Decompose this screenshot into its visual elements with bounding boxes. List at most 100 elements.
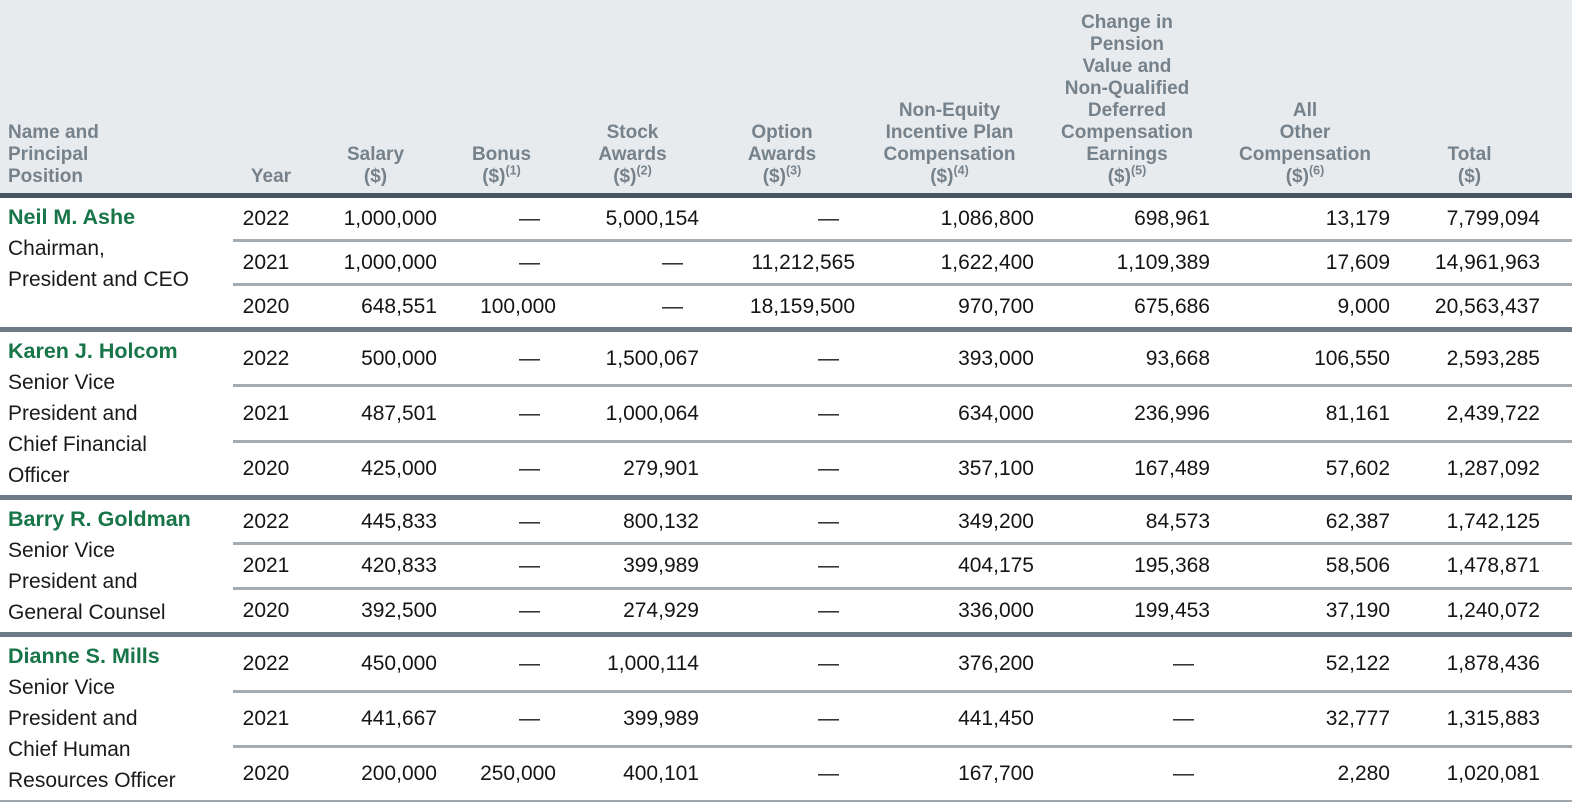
table-row: 2020 425,000—279,901—357,100 167,489 57,602… <box>0 439 1572 498</box>
value-cell: — <box>818 207 839 230</box>
column-header-label: Bonus <box>471 144 532 165</box>
table-row: Karen J. Holcom Senior Vice President and… <box>0 326 1572 498</box>
value-cell: 675,686 <box>1039 283 1215 330</box>
table-row: 2020 648,551 100,000—18,159,500 970,700 675,… <box>0 283 1572 330</box>
value-cell: 5,000,154 <box>605 207 699 230</box>
year-cell: 2022 <box>233 632 309 692</box>
executive-title: Chairman, President and CEO <box>8 237 189 291</box>
value-cell: 441,450 <box>860 689 1039 747</box>
table-row: 2020 200,000 250,000 400,101—167,700—2,280 1… <box>0 744 1572 801</box>
executive-title: Senior Vice President and Chief Financia… <box>8 371 147 487</box>
value-cell: 13,179 <box>1325 207 1390 230</box>
year-cell: 2021 <box>233 689 309 747</box>
value-cell: 11,212,565 <box>704 239 860 285</box>
column-header-label: Name and Principal Position <box>8 122 99 187</box>
value-cell: 450,000 <box>309 632 442 692</box>
column-header-unit: ($)(5) <box>1107 163 1147 187</box>
column-header-label: Non-Equity Incentive Plan Compensation <box>883 100 1016 165</box>
value-cell: 1,000,000 <box>309 239 442 285</box>
value-cell: 1,742,125 <box>1395 495 1572 544</box>
value-cell: 1,000,064 <box>561 384 704 442</box>
value-cell: 1,086,800 <box>940 207 1034 230</box>
value-cell: 250,000 <box>442 744 561 801</box>
column-header-label: Salary <box>346 144 405 165</box>
value-cell: 698,961 <box>1134 207 1210 230</box>
executive-name-cell: Karen J. Holcom Senior Vice President and… <box>0 327 233 498</box>
value-cell: 17,609 <box>1215 239 1395 285</box>
footnote-marker: (5) <box>1130 163 1147 178</box>
column-header-unit: ($)(2) <box>613 163 652 187</box>
column-header-unit: ($)(3) <box>762 163 802 187</box>
value-cell: 195,368 <box>1039 542 1215 589</box>
executive-name-cell: Neil M. Ashe Chairman, President and CEO <box>0 196 233 330</box>
value-cell: 58,506 <box>1215 542 1395 589</box>
value-cell: 7,799,094 <box>1446 207 1540 230</box>
value-cell: 167,489 <box>1039 439 1215 498</box>
value-cell: 648,551 <box>309 283 442 330</box>
value-cell: 336,000 <box>860 586 1039 635</box>
value-cell: — <box>561 283 704 330</box>
value-cell: — <box>442 239 561 285</box>
year-cell: 2022 <box>242 207 290 230</box>
value-cell: 52,122 <box>1215 632 1395 692</box>
executive-name-cell: Barry R. Goldman Senior Vice President an… <box>0 495 233 635</box>
value-cell: 199,453 <box>1039 586 1215 635</box>
value-cell: 393,000 <box>860 326 1039 386</box>
value-cell: — <box>704 632 860 692</box>
value-cell: 634,000 <box>860 384 1039 442</box>
value-cell: 487,501 <box>309 384 442 442</box>
footnote-marker: (3) <box>785 163 802 178</box>
value-cell: — <box>1039 689 1215 747</box>
value-cell: — <box>442 542 561 589</box>
value-cell: 32,777 <box>1215 689 1395 747</box>
value-cell: 279,901 <box>561 439 704 498</box>
value-cell: 236,996 <box>1039 384 1215 442</box>
column-header-label: Option Awards <box>747 122 817 165</box>
value-cell: 1,109,389 <box>1039 239 1215 285</box>
table-row: 2021 1,000,000— —11,212,565 1,622,400 1,109,… <box>0 239 1572 285</box>
value-cell: — <box>442 689 561 747</box>
value-cell: 57,602 <box>1215 439 1395 498</box>
value-cell: 167,700 <box>860 744 1039 801</box>
value-cell: 441,667 <box>309 689 442 747</box>
footnote-marker: (2) <box>636 163 652 178</box>
value-cell: 18,159,500 <box>704 283 860 330</box>
value-cell: 357,100 <box>860 439 1039 498</box>
value-cell: 2,439,722 <box>1395 384 1572 442</box>
value-cell: 100,000 <box>442 283 561 330</box>
value-cell: — <box>442 384 561 442</box>
value-cell: — <box>704 542 860 589</box>
executive-name: Dianne S. Mills <box>8 644 160 668</box>
column-header-unit: ($)(4) <box>930 163 969 187</box>
table-row: 2021 420,833—399,989—404,175 195,368 58,506… <box>0 542 1572 589</box>
year-cell: 2020 <box>233 439 309 498</box>
value-cell: — <box>442 632 561 692</box>
value-cell: 349,200 <box>860 495 1039 544</box>
footnote-marker: (6) <box>1308 163 1325 178</box>
column-header-pension-deferred-comp: Change in Pension Value and Non-Qualifie… <box>1039 0 1215 198</box>
value-cell: 800,132 <box>561 495 704 544</box>
value-cell: — <box>442 326 561 386</box>
year-cell: 2022 <box>233 326 309 386</box>
value-cell: 399,989 <box>561 689 704 747</box>
value-cell: 274,929 <box>561 586 704 635</box>
value-cell: 425,000 <box>309 439 442 498</box>
table-row: 2020 392,500—274,929—336,000 199,453 37,190… <box>0 586 1572 635</box>
executive-title: Senior Vice President and Chief Human Re… <box>8 676 176 792</box>
value-cell: 1,478,871 <box>1395 542 1572 589</box>
year-cell: 2022 <box>233 495 309 544</box>
value-cell: 1,287,092 <box>1395 439 1572 498</box>
value-cell: 445,833 <box>309 495 442 544</box>
value-cell: 1,020,081 <box>1395 744 1572 801</box>
footnote-marker: (4) <box>953 163 969 178</box>
column-header-name-and-principal-position: Name and Principal Position <box>0 0 233 198</box>
value-cell: 1,500,067 <box>561 326 704 386</box>
value-cell: — <box>704 689 860 747</box>
value-cell: — <box>704 744 860 801</box>
value-cell: 404,175 <box>860 542 1039 589</box>
value-cell: 62,387 <box>1215 495 1395 544</box>
executive-name: Karen J. Holcom <box>8 339 178 363</box>
value-cell: 200,000 <box>309 744 442 801</box>
